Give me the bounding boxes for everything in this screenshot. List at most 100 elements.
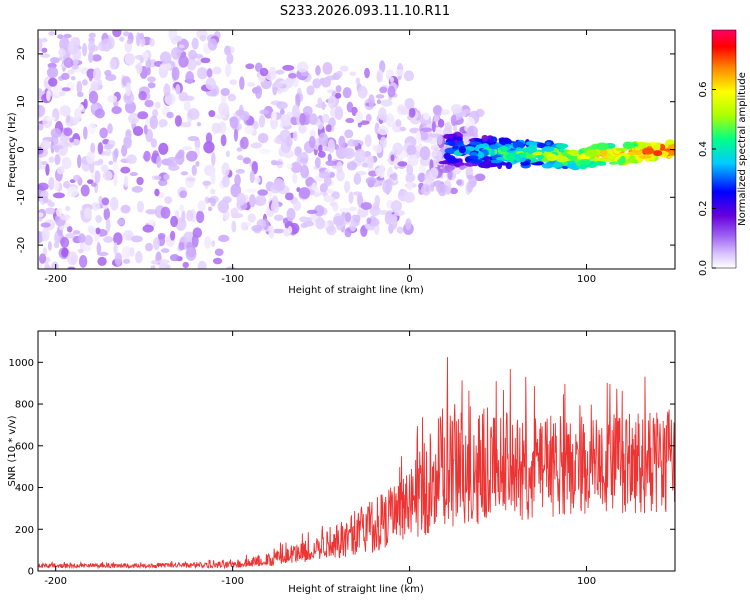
noise-cell: [382, 180, 393, 194]
noise-cell: [108, 160, 114, 165]
noise-cell: [236, 147, 243, 152]
noise-cell: [166, 111, 174, 119]
noise-cell: [124, 53, 135, 65]
signal-cell: [667, 144, 675, 150]
noise-cell: [125, 82, 132, 97]
noise-cell: [202, 180, 212, 186]
signal-cell: [608, 161, 618, 165]
noise-cell: [397, 161, 408, 167]
noise-cell: [132, 126, 144, 137]
noise-cell: [247, 213, 256, 223]
snr-x-ticks: -200 -100 0 100: [44, 331, 596, 587]
noise-cell: [242, 157, 251, 164]
signal-cell: [627, 151, 636, 156]
spectrogram-cells: [38, 30, 675, 269]
noise-cell: [152, 109, 159, 118]
noise-cell: [210, 170, 216, 185]
noise-cell: [62, 180, 70, 189]
noise-cell: [431, 121, 436, 133]
noise-cell: [48, 77, 58, 87]
noise-cell: [73, 174, 81, 182]
noise-cell: [308, 135, 316, 149]
colorbar: 0.0 0.2 0.4 0.6 Normalized spectral amplitu…: [698, 29, 748, 276]
noise-cell: [137, 111, 149, 120]
signal-cell: [622, 141, 634, 150]
noise-cell: [174, 115, 182, 127]
noise-cell: [361, 162, 369, 168]
noise-cell: [111, 106, 122, 115]
noise-cell: [43, 247, 48, 256]
signal-cell: [555, 143, 569, 149]
signal-cell: [532, 151, 543, 156]
colorbar-tick-label: 0.2: [698, 201, 709, 217]
signal-cell: [579, 159, 592, 165]
noise-cell: [158, 259, 170, 265]
noise-cell: [77, 154, 82, 169]
noise-cell: [66, 226, 73, 233]
noise-cell: [364, 134, 372, 147]
noise-cell: [153, 237, 160, 251]
noise-cell: [435, 126, 443, 136]
noise-cell: [83, 126, 88, 140]
noise-cell: [203, 141, 215, 154]
noise-cell: [146, 67, 151, 76]
noise-cell: [327, 95, 336, 109]
noise-cell: [351, 214, 359, 221]
noise-cell: [222, 196, 232, 204]
noise-cell: [308, 113, 318, 125]
noise-cell: [167, 156, 178, 163]
noise-cell: [126, 154, 137, 165]
noise-cell: [55, 207, 63, 217]
noise-cell: [432, 105, 442, 116]
noise-cell: [357, 85, 368, 99]
noise-cell: [87, 225, 95, 233]
signal-cell: [545, 141, 552, 146]
noise-cell: [258, 114, 266, 128]
noise-cell: [342, 147, 355, 159]
noise-cell: [63, 33, 72, 39]
noise-cell: [288, 73, 297, 79]
noise-cell: [163, 83, 171, 97]
snr-y-tick-label: 800: [15, 400, 34, 411]
noise-cell: [188, 49, 197, 60]
noise-cell: [54, 232, 59, 244]
noise-cell: [285, 135, 293, 148]
noise-cell: [286, 163, 293, 170]
signal-cell: [469, 141, 481, 146]
noise-cell: [38, 182, 49, 191]
noise-cell: [63, 57, 74, 68]
noise-cell: [257, 189, 268, 196]
noise-cell: [48, 156, 55, 164]
noise-cell: [88, 39, 96, 54]
signal-cell: [498, 137, 507, 142]
noise-cell: [302, 106, 313, 116]
noise-cell: [187, 135, 199, 142]
signal-cell: [625, 158, 638, 163]
noise-cell: [199, 34, 207, 42]
noise-cell: [377, 126, 389, 136]
noise-cell: [175, 217, 187, 231]
noise-cell: [159, 62, 172, 71]
noise-cell: [94, 170, 101, 184]
signal-cell: [458, 146, 466, 154]
signal-cell: [444, 147, 457, 155]
noise-cell: [230, 207, 239, 219]
noise-cell: [38, 38, 43, 52]
noise-cell: [53, 241, 60, 249]
noise-cell: [169, 253, 180, 262]
noise-cell: [150, 265, 156, 269]
snr-y-axis-label: SNR (10 * v/v): [7, 415, 18, 486]
noise-cell: [376, 99, 382, 105]
signal-cell: [567, 160, 576, 164]
signal-cell: [448, 141, 456, 147]
noise-cell: [120, 166, 131, 174]
noise-cell: [428, 133, 441, 138]
noise-cell: [229, 116, 239, 129]
noise-cell: [196, 67, 208, 80]
noise-cell: [251, 224, 263, 232]
snr-panel: -200 -100 0 100 0 200 400 600 800 1000 Height of…: [7, 330, 676, 595]
noise-cell: [284, 192, 294, 201]
noise-cell: [437, 118, 445, 128]
noise-cell: [136, 176, 144, 186]
noise-cell: [342, 87, 352, 99]
